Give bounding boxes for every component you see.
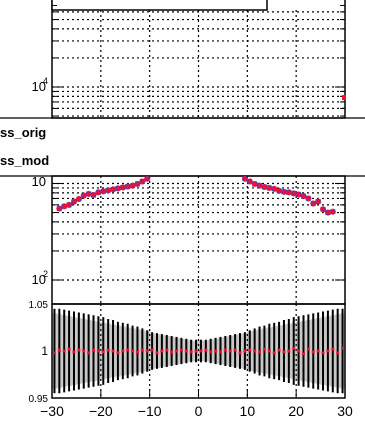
ratio-point [96,349,100,353]
ratio-point [111,349,115,353]
xtick-label: 0 [195,403,203,419]
ratio-point [331,347,335,351]
ratio-point [223,348,227,352]
xtick-label: −30 [40,403,64,419]
ratio-point [262,347,266,351]
ratio-point [272,351,276,355]
ratio-point [52,351,56,355]
upper-spectrum-panel [0,0,365,305]
legend-entry-orig: ss_orig [0,125,47,140]
ratio-point [306,347,310,351]
ratio-point [336,351,340,355]
ratio-point [82,349,86,353]
ratio-point [87,351,91,355]
ratio-point [238,351,242,355]
ytick-label-top: 10 [32,79,46,94]
ratio-point [121,349,125,353]
ratio-point [243,349,247,353]
xtick-label: 20 [288,403,304,419]
ytick-label-top-fragment: 10 [32,174,46,189]
ratio-point [126,348,130,352]
ytick-label-ratio: 1.05 [29,300,49,311]
legend-entry-mod: ss_mod [0,153,50,168]
ratio-point [218,350,222,354]
ratio-point [292,346,296,350]
ratio-point [67,347,71,351]
ratio-point [165,348,169,352]
ratio-point [311,350,315,354]
ratio-point [135,350,139,354]
xtick-label: 10 [240,403,256,419]
ratio-point [248,348,252,352]
legend-box [51,0,268,11]
ratio-point [253,349,257,353]
ytick-label-top: 10 [32,272,46,287]
edge-point [342,95,346,100]
ratio-point [175,349,179,353]
xtick-label: 30 [337,403,353,419]
upper-points [56,176,336,216]
ytick-label-top-exp: 2 [43,269,48,279]
ratio-point [101,350,105,354]
ratio-point [145,349,149,353]
ytick-label-top-exp: 4 [43,76,48,86]
ratio-point [297,349,301,353]
xtick-label: −20 [89,403,113,419]
xtick-label: −10 [138,403,162,419]
ratio-point [106,348,110,352]
ytick-label-ratio: 0.95 [29,394,49,405]
ratio-point [287,349,291,353]
ratio-point [326,349,330,353]
ratio-point [179,348,183,352]
ratio-point [258,350,262,354]
ratio-point [150,348,154,352]
ratio-point [57,348,61,352]
ratio-panel [51,303,346,399]
ratio-point [228,349,232,353]
ratio-point [267,349,271,353]
ratio-point [170,350,174,354]
ratio-point [116,351,120,355]
ratio-point [194,349,198,353]
ratio-point [209,350,213,354]
ratio-point [131,349,135,353]
ratio-point [199,349,203,353]
ratio-point [140,348,144,352]
ratio-point [72,350,76,354]
ratio-point [189,350,193,354]
ratio-point [277,348,281,352]
ratio-point [62,349,66,353]
ratio-point [282,350,286,354]
ratio-point [316,349,320,353]
ratio-point [301,352,305,356]
ratio-point [341,346,345,350]
ratio-point [214,349,218,353]
ratio-point [184,349,188,353]
ratio-point [321,351,325,355]
ratio-point [77,348,81,352]
ratio-point [204,348,208,352]
ratio-point [160,349,164,353]
ratio-point [155,351,159,355]
ratio-point [92,348,96,352]
ytick-label-ratio: 1 [41,344,48,358]
ratio-content [52,304,345,398]
ratio-point [233,348,237,352]
